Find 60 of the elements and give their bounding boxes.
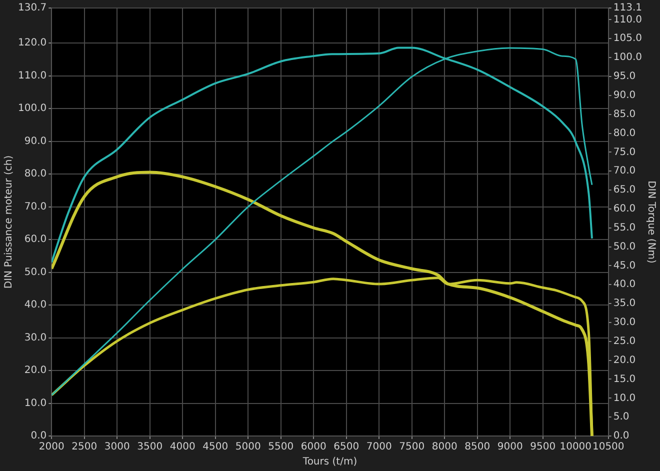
x-tick-label: 5500 (268, 442, 294, 453)
y-tick-label: 30.0 (24, 332, 47, 344)
y-tick-label: 130.7 (18, 2, 47, 14)
y2-tick-label: 0.0 (613, 430, 630, 442)
y2-tick-label: 105.0 (613, 33, 642, 44)
x-tick-label: 8500 (464, 442, 490, 453)
y-tick-label: 120.0 (18, 38, 47, 49)
y-tick-label: 100.0 (18, 103, 47, 114)
x-tick-label: 2500 (72, 442, 98, 453)
y2-tick-label: 85.0 (613, 108, 636, 120)
y2-tick-label: 35.0 (613, 298, 636, 310)
y2-tick-label: 15.0 (613, 374, 636, 385)
y2-tick-label: 95.0 (613, 71, 636, 82)
y-tick-label: 50.0 (24, 266, 47, 278)
y-tick-label: 110.0 (18, 70, 47, 82)
x-tick-label: 4500 (202, 442, 228, 453)
y-tick-label: 60.0 (24, 234, 47, 246)
y2-axis-title: DIN Torque (Nm) (645, 180, 656, 264)
y-tick-label: 0.0 (30, 430, 47, 442)
y-tick-label: 40.0 (24, 300, 47, 311)
y2-tick-label: 113.1 (613, 2, 642, 14)
y2-tick-label: 20.0 (613, 354, 636, 366)
x-tick-label: 9000 (497, 442, 523, 453)
y2-tick-label: 65.0 (613, 184, 636, 196)
y2-tick-label: 100.0 (613, 52, 642, 64)
y2-tick-label: 110.0 (613, 14, 642, 26)
y-tick-label: 80.0 (24, 168, 47, 180)
x-tick-label: 6500 (334, 442, 360, 453)
x-axis-title: Tours (t/m) (302, 456, 358, 468)
y2-tick-label: 55.0 (613, 222, 636, 234)
x-tick-label: 5000 (235, 442, 261, 453)
y-tick-label: 10.0 (24, 398, 47, 409)
y2-tick-label: 90.0 (613, 90, 636, 102)
y-tick-label: 90.0 (24, 136, 47, 147)
x-tick-label: 6000 (300, 442, 326, 453)
y2-tick-label: 40.0 (613, 279, 636, 290)
y2-tick-label: 70.0 (613, 166, 636, 177)
y-tick-label: 20.0 (24, 365, 47, 376)
y-axis-title: DIN Puissance moteur (ch) (4, 155, 15, 289)
x-tick-label: 4000 (170, 442, 196, 453)
y2-tick-label: 5.0 (613, 412, 630, 423)
line-series (52, 47, 593, 396)
y2-tick-label: 75.0 (613, 146, 636, 158)
x-tick-label: 10500 (592, 442, 624, 453)
x-tick-label: 10000 (560, 442, 592, 453)
y2-tick-label: 30.0 (613, 317, 636, 328)
x-tick-label: 7000 (366, 442, 392, 453)
x-tick-label: 3000 (104, 442, 130, 453)
y2-tick-label: 60.0 (613, 204, 636, 215)
x-tick-label: 7500 (399, 442, 425, 453)
y2-tick-label: 10.0 (613, 392, 636, 404)
x-tick-label: 8000 (432, 442, 458, 453)
y-tick-label: 70.0 (24, 201, 47, 212)
y2-tick-label: 45.0 (613, 260, 636, 272)
y2-tick-label: 25.0 (613, 336, 636, 347)
x-tick-label: 9500 (530, 442, 556, 453)
x-tick-label: 3500 (137, 442, 163, 453)
y2-tick-label: 80.0 (613, 128, 636, 139)
y2-tick-label: 50.0 (613, 241, 636, 252)
x-tick-label: 2000 (38, 442, 64, 453)
